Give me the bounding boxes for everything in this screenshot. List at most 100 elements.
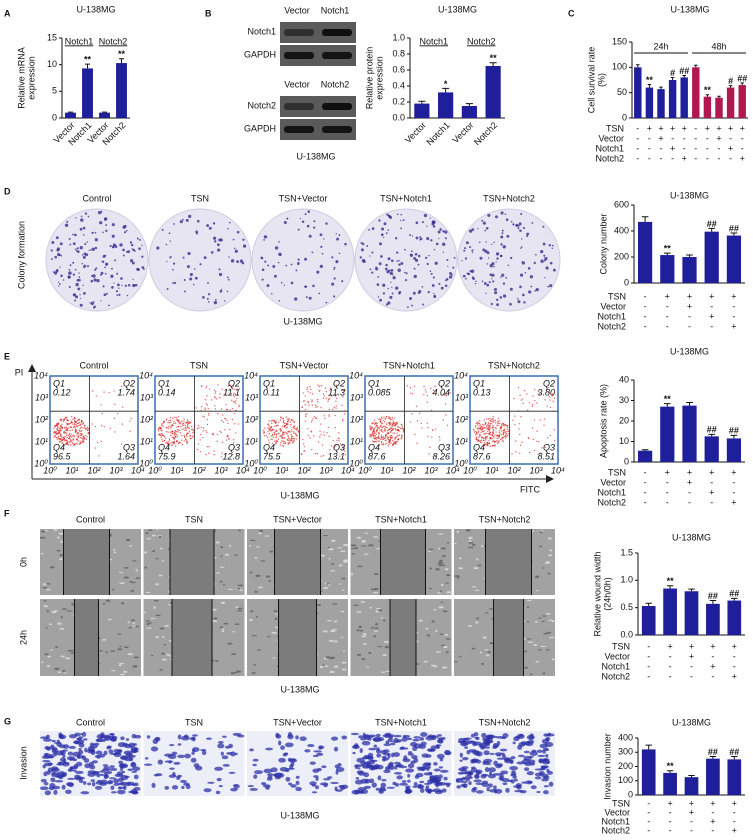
invading-cell	[278, 758, 286, 763]
flow-event	[224, 429, 225, 430]
colony-dot	[95, 267, 97, 269]
colony-dot	[213, 222, 215, 224]
colony-dot	[187, 252, 190, 255]
colony-dot	[503, 294, 506, 297]
flow-event	[267, 427, 268, 428]
row-label: Colony formation	[16, 221, 26, 289]
flow-event	[395, 437, 396, 438]
colony-dot	[411, 250, 413, 252]
invading-cell	[436, 746, 439, 749]
invading-cell	[96, 739, 101, 741]
condition-sign: -	[729, 133, 732, 143]
cell-texture	[373, 636, 376, 638]
flow-event	[505, 435, 506, 436]
colony-dot	[197, 220, 200, 223]
flow-event	[374, 433, 375, 434]
invading-cell	[315, 785, 319, 789]
flow-event	[81, 433, 82, 434]
colony-dot	[217, 243, 220, 246]
flow-event	[503, 434, 504, 435]
cell-texture	[528, 642, 533, 643]
flow-event	[323, 455, 324, 456]
invading-cell	[96, 773, 100, 777]
invading-cell	[72, 769, 76, 771]
condition-sign: -	[648, 133, 651, 143]
invading-cell	[488, 783, 493, 787]
flow-event	[499, 430, 500, 431]
flow-event	[381, 438, 382, 439]
colony-dot	[500, 243, 502, 245]
invading-cell	[543, 750, 546, 754]
flow-event	[477, 439, 478, 440]
flow-event	[226, 439, 227, 440]
cell-texture	[435, 568, 439, 570]
cell-texture	[120, 674, 125, 675]
cell-texture	[378, 610, 382, 611]
condition-sign: +	[709, 311, 714, 321]
flow-event	[521, 441, 522, 442]
y-axis-label: Relative protein	[364, 47, 374, 110]
invading-cell	[484, 763, 492, 765]
colony-dot	[496, 303, 499, 306]
colony-dot	[188, 215, 191, 218]
bar	[65, 113, 76, 118]
flow-event	[185, 438, 186, 439]
flow-event	[114, 404, 115, 405]
flow-y-tick: 10³	[350, 392, 364, 402]
error-bar	[642, 450, 649, 451]
flow-event	[388, 418, 389, 419]
flow-event	[208, 446, 209, 447]
flow-event	[224, 418, 225, 419]
colony-dot	[428, 255, 429, 256]
invading-cell	[546, 737, 550, 742]
invading-cell	[130, 746, 137, 751]
axis-label: PI	[15, 367, 24, 377]
flow-event	[110, 427, 111, 428]
cell-texture	[124, 577, 128, 579]
flow-event	[544, 419, 545, 420]
cell-texture	[156, 558, 159, 559]
flow-event	[506, 433, 507, 434]
colony-dot	[425, 257, 427, 259]
flow-event	[178, 426, 179, 427]
invading-cell	[536, 791, 540, 793]
colony-dot	[110, 275, 113, 278]
flow-event	[478, 436, 479, 437]
invading-cell	[67, 756, 75, 760]
colony-dot	[278, 300, 280, 302]
invading-cell	[44, 763, 53, 767]
colony-dot	[141, 245, 142, 246]
invading-cell	[323, 778, 330, 780]
colony-dot	[233, 239, 235, 241]
colony-dot	[236, 260, 239, 263]
flow-event	[387, 432, 388, 433]
colony-dot	[496, 261, 497, 262]
flow-event	[375, 435, 376, 436]
flow-event	[478, 425, 479, 426]
condition-sign: +	[709, 291, 714, 301]
colony-dot	[100, 300, 101, 301]
flow-event	[162, 423, 163, 424]
condition-label: TSN	[608, 291, 626, 301]
colony-dot	[506, 218, 509, 221]
colony-dot	[392, 293, 394, 295]
colony-dot	[92, 248, 95, 251]
cell-texture	[253, 664, 256, 665]
colony-dot	[463, 250, 465, 252]
invading-cell	[362, 756, 369, 759]
cell-texture	[536, 576, 539, 578]
cell-texture	[151, 618, 156, 619]
cell-texture	[152, 550, 154, 552]
flow-event	[173, 437, 174, 438]
quadrant-value: 87.6	[368, 451, 386, 461]
flow-event	[289, 442, 290, 443]
invading-cell	[376, 749, 381, 753]
flow-event	[284, 441, 285, 442]
colony-dot	[311, 251, 313, 253]
flow-event	[58, 433, 59, 434]
chart-title: U-138MG	[672, 717, 711, 727]
flow-event	[83, 422, 84, 423]
flow-event	[295, 429, 296, 430]
group-label: TSN+Vector	[273, 514, 322, 524]
cell-texture	[57, 537, 60, 539]
